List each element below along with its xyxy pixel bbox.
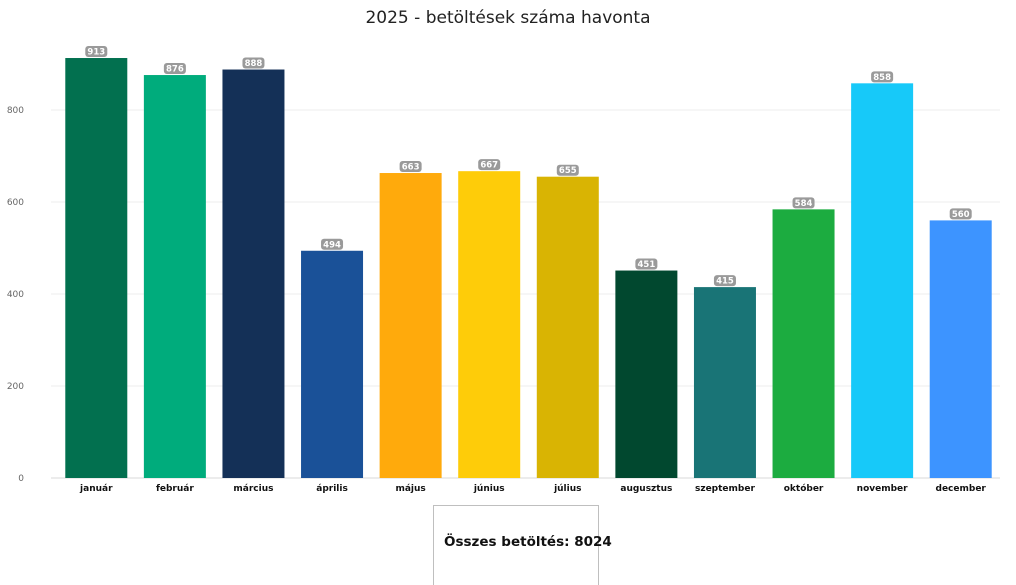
- x-category-label: március: [233, 484, 273, 494]
- x-category-label: január: [79, 484, 113, 494]
- bar-június: [458, 171, 521, 478]
- data-label-pill: [478, 159, 501, 171]
- y-tick-label: 400: [7, 290, 24, 300]
- y-tick-label: 600: [7, 198, 24, 208]
- data-label-pill: [792, 197, 815, 209]
- x-category-label: április: [316, 484, 348, 494]
- data-label-pill: [949, 208, 972, 220]
- data-label: 858: [873, 73, 891, 83]
- data-label: 584: [795, 199, 813, 209]
- grid-lines: [51, 109, 1000, 479]
- data-label-pill: [321, 238, 344, 250]
- x-category-label: december: [936, 484, 987, 494]
- x-category-label: július: [553, 484, 581, 494]
- bar-november: [851, 83, 914, 478]
- x-category-label: október: [784, 483, 824, 494]
- y-tick-label: 200: [7, 382, 24, 392]
- x-category-label: november: [857, 484, 908, 494]
- data-label: 451: [638, 260, 656, 270]
- bar-szeptember: [693, 287, 756, 478]
- data-label: 560: [952, 210, 970, 220]
- bar-chart: 0 200 400 600 800 913 876 888 494 663 667 655 451 41…: [7, 46, 1000, 494]
- x-category-label: szeptember: [695, 484, 755, 494]
- data-label-pill: [556, 164, 579, 176]
- total-loads-label: Összes betöltés: 8024: [444, 534, 612, 550]
- bar-április: [301, 250, 364, 478]
- total-card: Összes betöltés: 8024: [433, 505, 612, 585]
- data-label-pill: [399, 161, 422, 173]
- data-label: 655: [559, 166, 577, 176]
- data-label: 913: [87, 48, 105, 58]
- x-axis: január február március április május június jú…: [79, 483, 986, 494]
- data-labels: 913 876 888 494 663 667 655 451 415 584 858 560: [85, 46, 972, 287]
- data-label: 663: [402, 163, 420, 173]
- bars: [65, 58, 992, 479]
- bar-október: [772, 209, 835, 479]
- data-label-pill: [85, 46, 108, 58]
- data-label-pill: [713, 275, 736, 287]
- bar-december: [929, 220, 992, 478]
- bar-február: [143, 75, 206, 478]
- bar-március: [222, 69, 285, 479]
- x-category-label: június: [473, 484, 505, 494]
- data-label: 876: [166, 65, 184, 75]
- data-label-pill: [163, 63, 186, 75]
- y-axis: 0 200 400 600 800: [7, 106, 24, 484]
- bar-május: [379, 173, 442, 478]
- x-category-label: február: [156, 484, 194, 494]
- bar-január: [65, 58, 128, 479]
- data-label: 415: [716, 277, 734, 287]
- data-label-pill: [871, 71, 894, 83]
- y-tick-label: 0: [18, 474, 24, 484]
- bar-augusztus: [615, 270, 678, 478]
- x-category-label: május: [395, 484, 425, 494]
- data-label-pill: [635, 258, 658, 270]
- data-label: 667: [480, 161, 498, 171]
- data-label: 494: [323, 240, 341, 250]
- chart-title: 2025 - betöltések száma havonta: [365, 8, 651, 28]
- bar-július: [536, 176, 599, 478]
- data-label-pill: [242, 57, 265, 69]
- y-tick-label: 800: [7, 106, 24, 116]
- data-label: 888: [245, 59, 263, 69]
- x-category-label: augusztus: [620, 484, 672, 494]
